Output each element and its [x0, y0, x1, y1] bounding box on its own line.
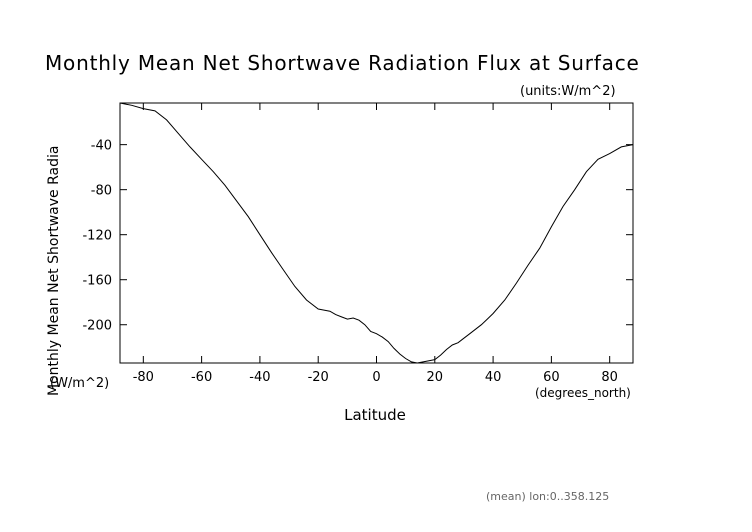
y-tick-label: -40	[91, 139, 112, 154]
y-tick-label: -120	[82, 229, 112, 244]
x-tick-label: -60	[191, 370, 212, 385]
y-tick-label: -160	[82, 274, 112, 289]
x-tick-label: 20	[427, 370, 444, 385]
footer-note: (mean) lon:0..358.125	[486, 490, 609, 503]
plot-area: -80 -60 -40 -20 0 20 40 60 80-40-80-120-160-200	[82, 102, 634, 385]
x-axis-units: (degrees_north)	[535, 386, 631, 400]
chart-title: Monthly Mean Net Shortwave Radiation Flu…	[45, 51, 640, 75]
plot-frame	[119, 102, 634, 364]
x-tick-label: -40	[249, 370, 270, 385]
y-tick-label: -80	[91, 184, 112, 199]
ticks	[120, 103, 633, 363]
tick-labels: -80 -60 -40 -20 0 20 40 60 80-40-80-120-160-200	[82, 139, 617, 385]
y-axis-label: Monthly Mean Net Shortwave Radia	[46, 146, 62, 396]
x-axis-label: Latitude	[344, 406, 406, 424]
x-tick-label: 0	[372, 370, 380, 385]
y-tick-label: -200	[82, 319, 112, 334]
x-tick-label: -80	[133, 370, 154, 385]
series-line	[119, 102, 634, 364]
units-label: (units:W/m^2)	[520, 84, 616, 99]
y-axis-units: (W/m^2)	[50, 376, 109, 391]
x-tick-label: -20	[308, 370, 329, 385]
x-tick-label: 40	[485, 370, 502, 385]
x-tick-label: 80	[601, 370, 618, 385]
x-tick-label: 60	[543, 370, 560, 385]
